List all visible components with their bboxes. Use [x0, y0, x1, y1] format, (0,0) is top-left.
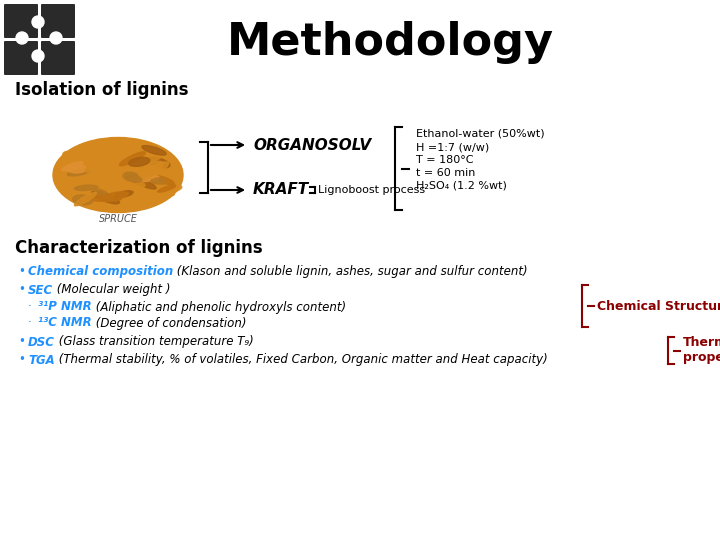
Text: Isolation of lignins: Isolation of lignins	[15, 81, 189, 99]
Text: (Klason and soluble lignin, ashes, sugar and sulfur content): (Klason and soluble lignin, ashes, sugar…	[174, 266, 528, 279]
Text: DSC: DSC	[28, 335, 55, 348]
Text: Characterization of lignins: Characterization of lignins	[15, 239, 263, 257]
Text: •: •	[18, 284, 25, 296]
Ellipse shape	[66, 164, 86, 173]
Text: SEC: SEC	[28, 284, 53, 296]
Text: (Aliphatic and phenolic hydroxyls content): (Aliphatic and phenolic hydroxyls conten…	[91, 300, 346, 314]
Ellipse shape	[120, 152, 145, 166]
Ellipse shape	[63, 151, 78, 159]
Text: •: •	[18, 266, 25, 279]
Text: ·: ·	[28, 300, 32, 314]
FancyBboxPatch shape	[41, 41, 75, 75]
Text: TGA: TGA	[28, 354, 55, 367]
Ellipse shape	[151, 174, 173, 182]
Ellipse shape	[129, 157, 150, 166]
Text: Lignoboost process: Lignoboost process	[318, 185, 425, 195]
FancyBboxPatch shape	[41, 4, 75, 38]
Ellipse shape	[132, 153, 164, 166]
Text: ³¹P NMR: ³¹P NMR	[38, 300, 91, 314]
Ellipse shape	[87, 196, 122, 201]
Text: Methodology: Methodology	[227, 21, 554, 64]
Ellipse shape	[73, 195, 93, 205]
Text: Ethanol-water (50%wt): Ethanol-water (50%wt)	[416, 128, 544, 138]
Ellipse shape	[125, 175, 142, 182]
Ellipse shape	[144, 178, 165, 184]
Ellipse shape	[139, 162, 168, 179]
Ellipse shape	[105, 192, 128, 199]
Ellipse shape	[150, 178, 166, 183]
Ellipse shape	[86, 159, 107, 172]
Ellipse shape	[155, 176, 174, 185]
Ellipse shape	[114, 191, 133, 198]
Ellipse shape	[74, 192, 96, 206]
Ellipse shape	[67, 170, 89, 176]
Ellipse shape	[115, 146, 140, 159]
Text: t = 60 min: t = 60 min	[416, 168, 475, 178]
Text: T = 180°C: T = 180°C	[416, 155, 474, 165]
Ellipse shape	[86, 159, 104, 165]
Text: Chemical composition: Chemical composition	[28, 266, 174, 279]
Ellipse shape	[94, 189, 113, 201]
Text: SPRUCE: SPRUCE	[99, 214, 138, 224]
Text: •: •	[18, 354, 25, 367]
Ellipse shape	[91, 191, 120, 204]
Text: (Degree of condensation): (Degree of condensation)	[91, 316, 246, 329]
Ellipse shape	[148, 184, 181, 194]
Text: (Thermal stability, % of volatiles, Fixed Carbon, Organic matter and Heat capaci: (Thermal stability, % of volatiles, Fixe…	[55, 354, 547, 367]
Ellipse shape	[123, 172, 140, 181]
Text: ORGANOSOLV: ORGANOSOLV	[253, 138, 371, 152]
Ellipse shape	[89, 178, 117, 185]
Text: (Glass transition temperature T₉): (Glass transition temperature T₉)	[55, 335, 253, 348]
Text: Thermal
properties: Thermal properties	[683, 336, 720, 365]
Text: •: •	[18, 335, 25, 348]
Text: Chemical Structure: Chemical Structure	[597, 300, 720, 313]
Text: KRAFT: KRAFT	[253, 183, 309, 198]
Circle shape	[32, 16, 44, 28]
Circle shape	[16, 32, 28, 44]
Text: (Molecular weight ): (Molecular weight )	[53, 284, 171, 296]
Text: H =1:7 (w/w): H =1:7 (w/w)	[416, 142, 490, 152]
Ellipse shape	[142, 146, 166, 155]
Ellipse shape	[157, 158, 174, 166]
Ellipse shape	[101, 151, 123, 161]
Circle shape	[50, 32, 62, 44]
FancyBboxPatch shape	[4, 4, 38, 38]
Ellipse shape	[148, 157, 170, 168]
Ellipse shape	[125, 188, 150, 200]
Ellipse shape	[126, 184, 153, 195]
Ellipse shape	[74, 185, 98, 191]
FancyBboxPatch shape	[4, 41, 38, 75]
Text: ·: ·	[28, 316, 32, 329]
Ellipse shape	[129, 174, 159, 181]
Circle shape	[32, 50, 44, 62]
Ellipse shape	[156, 188, 174, 195]
Ellipse shape	[53, 138, 183, 213]
Text: ¹³C NMR: ¹³C NMR	[38, 316, 91, 329]
Ellipse shape	[158, 185, 176, 192]
Ellipse shape	[62, 161, 84, 171]
Text: H₂SO₄ (1.2 %wt): H₂SO₄ (1.2 %wt)	[416, 181, 507, 191]
Ellipse shape	[126, 175, 156, 189]
Ellipse shape	[126, 183, 145, 191]
Ellipse shape	[145, 161, 163, 171]
Ellipse shape	[122, 147, 137, 154]
